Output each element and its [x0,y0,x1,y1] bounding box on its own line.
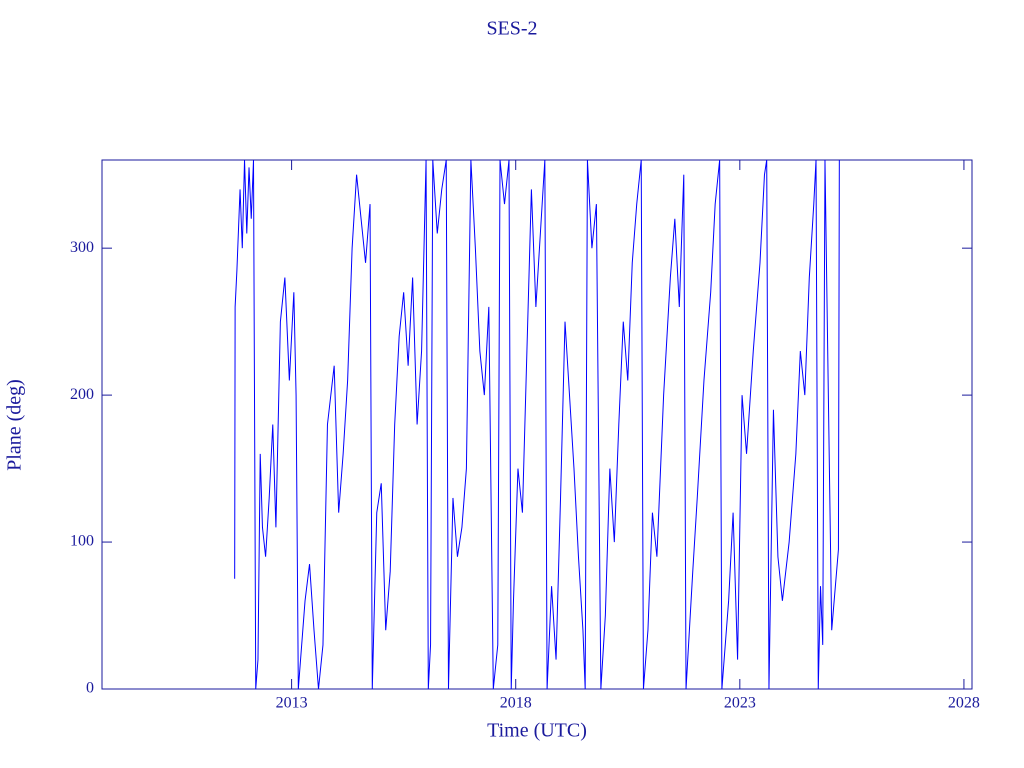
y-tick-label: 200 [70,386,94,403]
chart-title: SES-2 [486,18,537,40]
y-tick-label: 0 [86,680,94,697]
y-axis-label: Plane (deg) [4,379,26,471]
x-tick-label: 2013 [276,695,308,712]
x-tick-label: 2028 [948,695,980,712]
plot-frame [101,159,973,690]
x-axis-label: Time (UTC) [487,720,587,742]
data-line [234,159,840,690]
y-tick-label: 100 [70,533,94,550]
x-tick-label: 2018 [500,695,532,712]
y-tick-label: 300 [70,239,94,256]
x-tick-label: 2023 [724,695,756,712]
